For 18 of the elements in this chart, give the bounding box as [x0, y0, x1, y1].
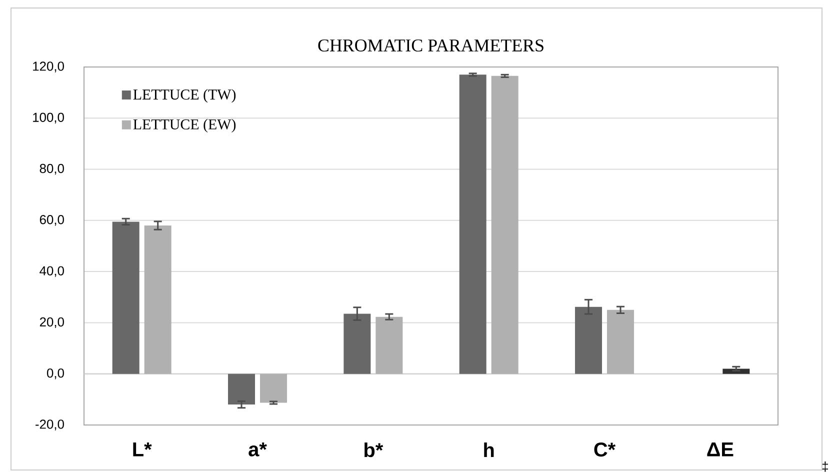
- y-tick-label: 20,0: [40, 317, 64, 328]
- x-tick-label: h: [484, 442, 494, 457]
- y-tick-label: 80,0: [40, 164, 64, 175]
- x-tick-label: a*: [248, 442, 267, 456]
- text: ‡: [822, 462, 828, 472]
- legend-label: LETTUCE (EW): [133, 118, 236, 132]
- y-tick-label: 100,0: [33, 112, 64, 124]
- y-tick-label: 60,0: [40, 215, 64, 226]
- y-tick-label: -20,0: [36, 420, 64, 430]
- x-tick-label: b*: [364, 442, 384, 458]
- y-tick-label: 0,0: [46, 368, 64, 380]
- x-tick-label: L*: [133, 442, 152, 456]
- x-tick-label: ΔE: [707, 442, 734, 456]
- y-tick-label: 120,0: [33, 62, 64, 72]
- legend-label: LETTUCE (TW): [133, 89, 236, 103]
- chart-title: CHROMATIC PARAMETERS: [318, 39, 544, 52]
- x-tick-label: C*: [594, 442, 616, 457]
- y-tick-label: 40,0: [40, 266, 64, 277]
